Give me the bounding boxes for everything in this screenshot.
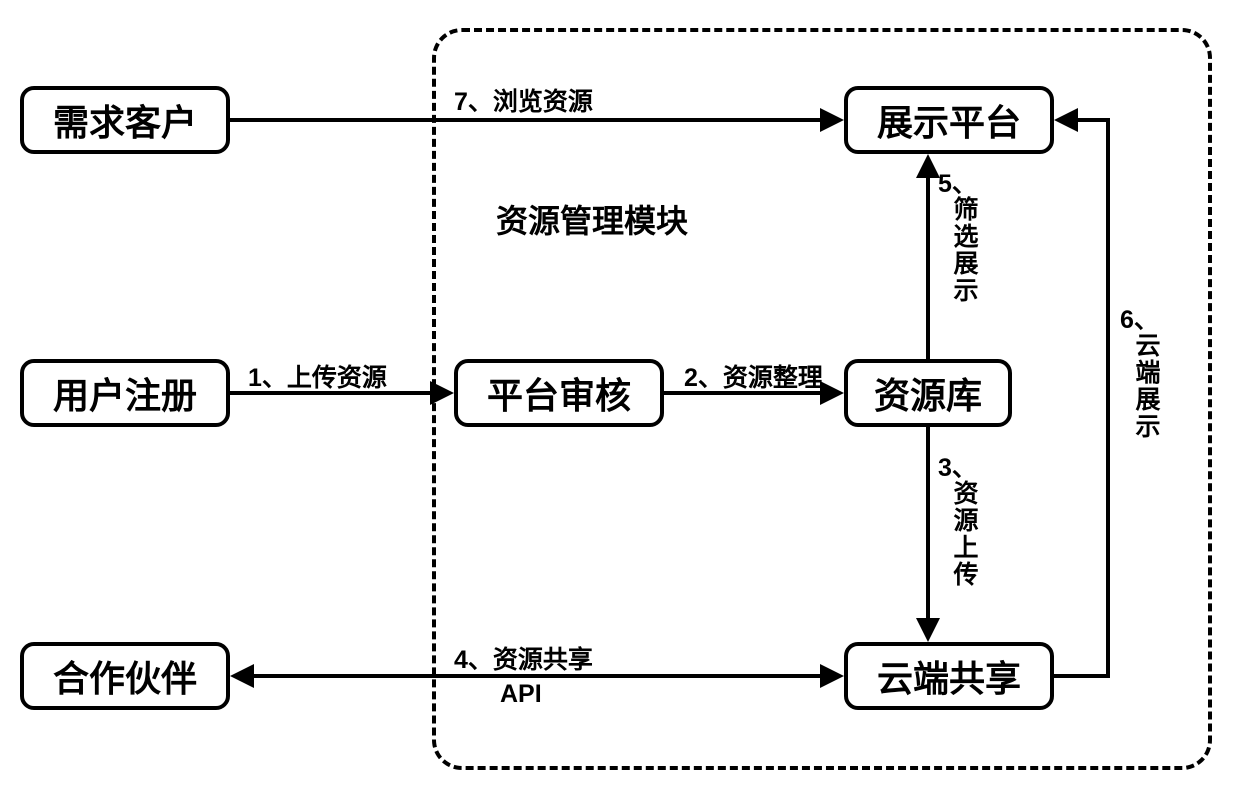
edge2-label: 2、资源整理 (684, 358, 823, 394)
node-display-platform: 展示平台 (844, 86, 1054, 154)
module-title: 资源管理模块 (496, 196, 688, 242)
edge3-prefix: 3、 (938, 448, 977, 484)
edge6-prefix: 6、 (1120, 300, 1159, 336)
edge4-sub-label: API (500, 680, 542, 709)
edge4-label: 4、资源共享 (454, 640, 593, 676)
node-platform-audit: 平台审核 (454, 359, 664, 427)
node-partner: 合作伙伴 (20, 642, 230, 710)
diagram-root: { "type": "flowchart", "background_color… (0, 0, 1240, 793)
edge6-body: 云端展示 (1128, 332, 1164, 440)
edge3-body: 资源上传 (946, 480, 982, 588)
edge7-label: 7、浏览资源 (454, 82, 593, 118)
edge5-prefix: 5、 (938, 164, 977, 200)
edge1-label: 1、上传资源 (248, 358, 387, 394)
node-demand-customer: 需求客户 (20, 86, 230, 154)
edge5-body: 筛选展示 (946, 196, 982, 304)
node-user-register: 用户注册 (20, 359, 230, 427)
node-cloud-share: 云端共享 (844, 642, 1054, 710)
node-resource-lib: 资源库 (844, 359, 1012, 427)
